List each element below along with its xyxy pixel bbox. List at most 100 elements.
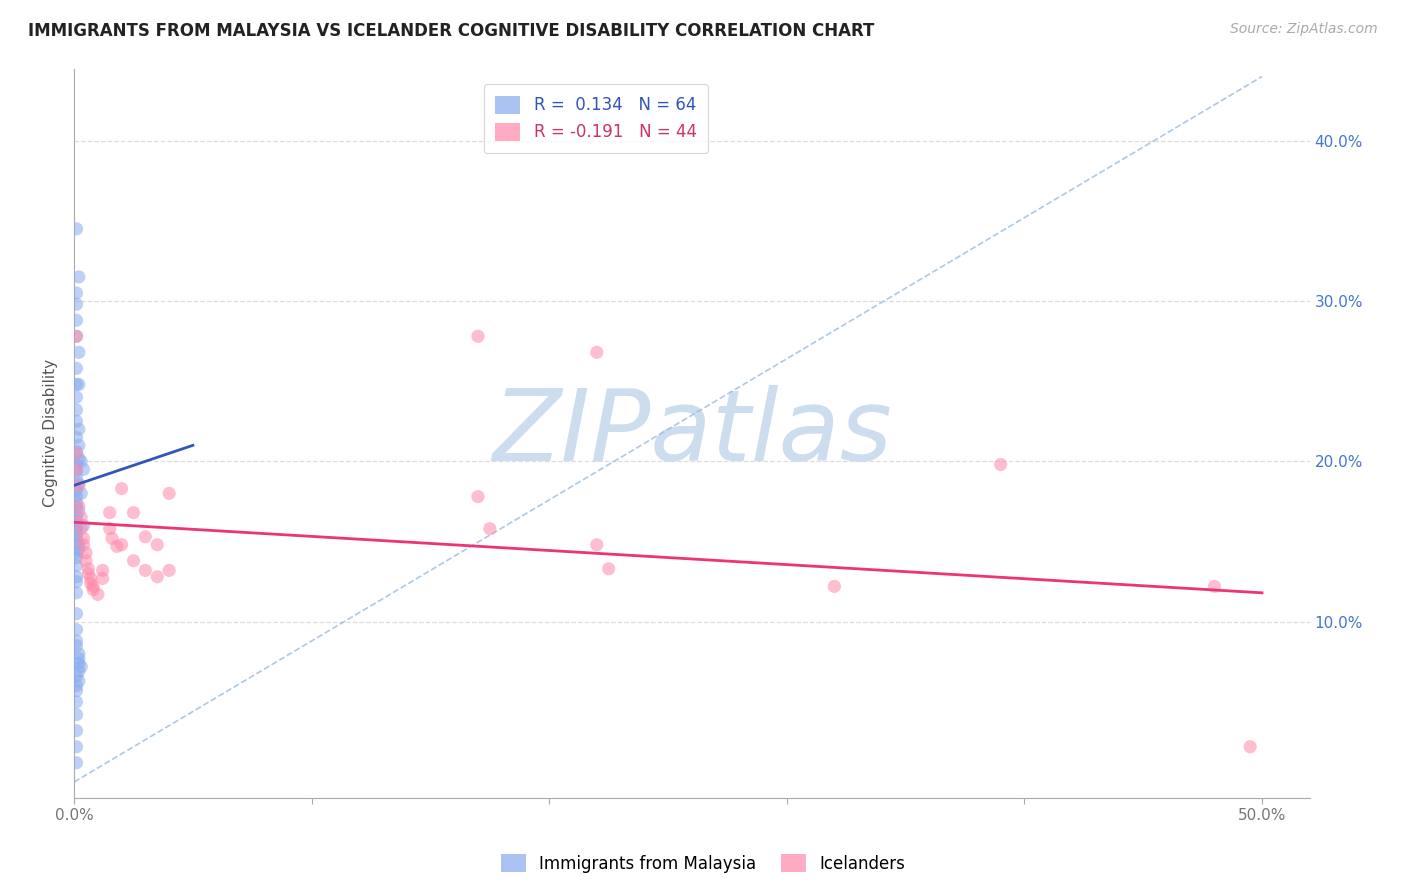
Point bbox=[72, 518, 94, 533]
Point bbox=[75, 554, 97, 568]
Point bbox=[65, 403, 87, 417]
Point bbox=[146, 570, 169, 584]
Point bbox=[82, 579, 104, 593]
Point bbox=[70, 486, 93, 500]
Point bbox=[65, 574, 87, 589]
Point bbox=[65, 390, 87, 404]
Point bbox=[65, 313, 87, 327]
Point bbox=[67, 665, 90, 679]
Point bbox=[65, 756, 87, 770]
Point bbox=[823, 579, 845, 593]
Point bbox=[134, 530, 156, 544]
Point bbox=[585, 345, 607, 359]
Point bbox=[478, 522, 501, 536]
Point bbox=[157, 486, 180, 500]
Point bbox=[467, 329, 489, 343]
Point bbox=[70, 454, 93, 468]
Point bbox=[67, 657, 90, 671]
Point bbox=[65, 430, 87, 444]
Point bbox=[77, 562, 100, 576]
Point bbox=[82, 582, 104, 597]
Point bbox=[134, 563, 156, 577]
Point bbox=[65, 500, 87, 514]
Point bbox=[65, 414, 87, 428]
Point bbox=[65, 623, 87, 637]
Point bbox=[67, 538, 90, 552]
Point bbox=[65, 518, 87, 533]
Point bbox=[65, 739, 87, 754]
Point bbox=[990, 458, 1012, 472]
Point bbox=[122, 506, 145, 520]
Point bbox=[70, 522, 93, 536]
Point bbox=[65, 329, 87, 343]
Legend: Immigrants from Malaysia, Icelanders: Immigrants from Malaysia, Icelanders bbox=[494, 847, 912, 880]
Point bbox=[65, 526, 87, 541]
Point bbox=[65, 550, 87, 565]
Point bbox=[467, 490, 489, 504]
Point bbox=[67, 345, 90, 359]
Point bbox=[65, 285, 87, 300]
Point bbox=[65, 570, 87, 584]
Point bbox=[72, 462, 94, 476]
Point bbox=[67, 651, 90, 665]
Point bbox=[1204, 579, 1226, 593]
Point bbox=[65, 558, 87, 573]
Text: IMMIGRANTS FROM MALAYSIA VS ICELANDER COGNITIVE DISABILITY CORRELATION CHART: IMMIGRANTS FROM MALAYSIA VS ICELANDER CO… bbox=[28, 22, 875, 40]
Point bbox=[585, 538, 607, 552]
Point bbox=[65, 462, 87, 476]
Point bbox=[67, 478, 90, 492]
Point bbox=[72, 538, 94, 552]
Point bbox=[65, 679, 87, 693]
Point bbox=[122, 554, 145, 568]
Point bbox=[1239, 739, 1261, 754]
Point bbox=[98, 506, 121, 520]
Point bbox=[65, 707, 87, 722]
Point bbox=[65, 464, 87, 478]
Point bbox=[65, 634, 87, 648]
Point bbox=[91, 571, 114, 585]
Text: ZIPatlas: ZIPatlas bbox=[492, 384, 891, 482]
Point bbox=[65, 490, 87, 504]
Point bbox=[67, 500, 90, 514]
Point bbox=[77, 566, 100, 581]
Point bbox=[65, 607, 87, 621]
Point bbox=[67, 438, 90, 452]
Point bbox=[65, 361, 87, 376]
Y-axis label: Cognitive Disability: Cognitive Disability bbox=[44, 359, 58, 508]
Point bbox=[75, 546, 97, 560]
Point bbox=[65, 723, 87, 738]
Point bbox=[65, 530, 87, 544]
Point bbox=[65, 458, 87, 472]
Point bbox=[101, 531, 124, 545]
Text: Source: ZipAtlas.com: Source: ZipAtlas.com bbox=[1230, 22, 1378, 37]
Point bbox=[70, 659, 93, 673]
Point bbox=[65, 639, 87, 653]
Point bbox=[65, 297, 87, 311]
Point bbox=[65, 522, 87, 536]
Point bbox=[105, 539, 128, 553]
Point bbox=[65, 444, 87, 458]
Point bbox=[67, 673, 90, 688]
Point bbox=[80, 576, 103, 591]
Point bbox=[72, 531, 94, 545]
Point bbox=[67, 451, 90, 466]
Legend: R =  0.134   N = 64, R = -0.191   N = 44: R = 0.134 N = 64, R = -0.191 N = 44 bbox=[484, 84, 709, 153]
Point bbox=[65, 683, 87, 698]
Point bbox=[65, 483, 87, 498]
Point bbox=[65, 222, 87, 236]
Point bbox=[598, 562, 620, 576]
Point bbox=[110, 538, 132, 552]
Point bbox=[67, 647, 90, 661]
Point bbox=[80, 571, 103, 585]
Point bbox=[157, 563, 180, 577]
Point bbox=[67, 542, 90, 557]
Point bbox=[67, 422, 90, 436]
Point bbox=[65, 546, 87, 560]
Point bbox=[65, 514, 87, 528]
Point bbox=[110, 482, 132, 496]
Point bbox=[87, 587, 110, 601]
Point bbox=[65, 695, 87, 709]
Point bbox=[65, 508, 87, 523]
Point bbox=[146, 538, 169, 552]
Point bbox=[70, 510, 93, 524]
